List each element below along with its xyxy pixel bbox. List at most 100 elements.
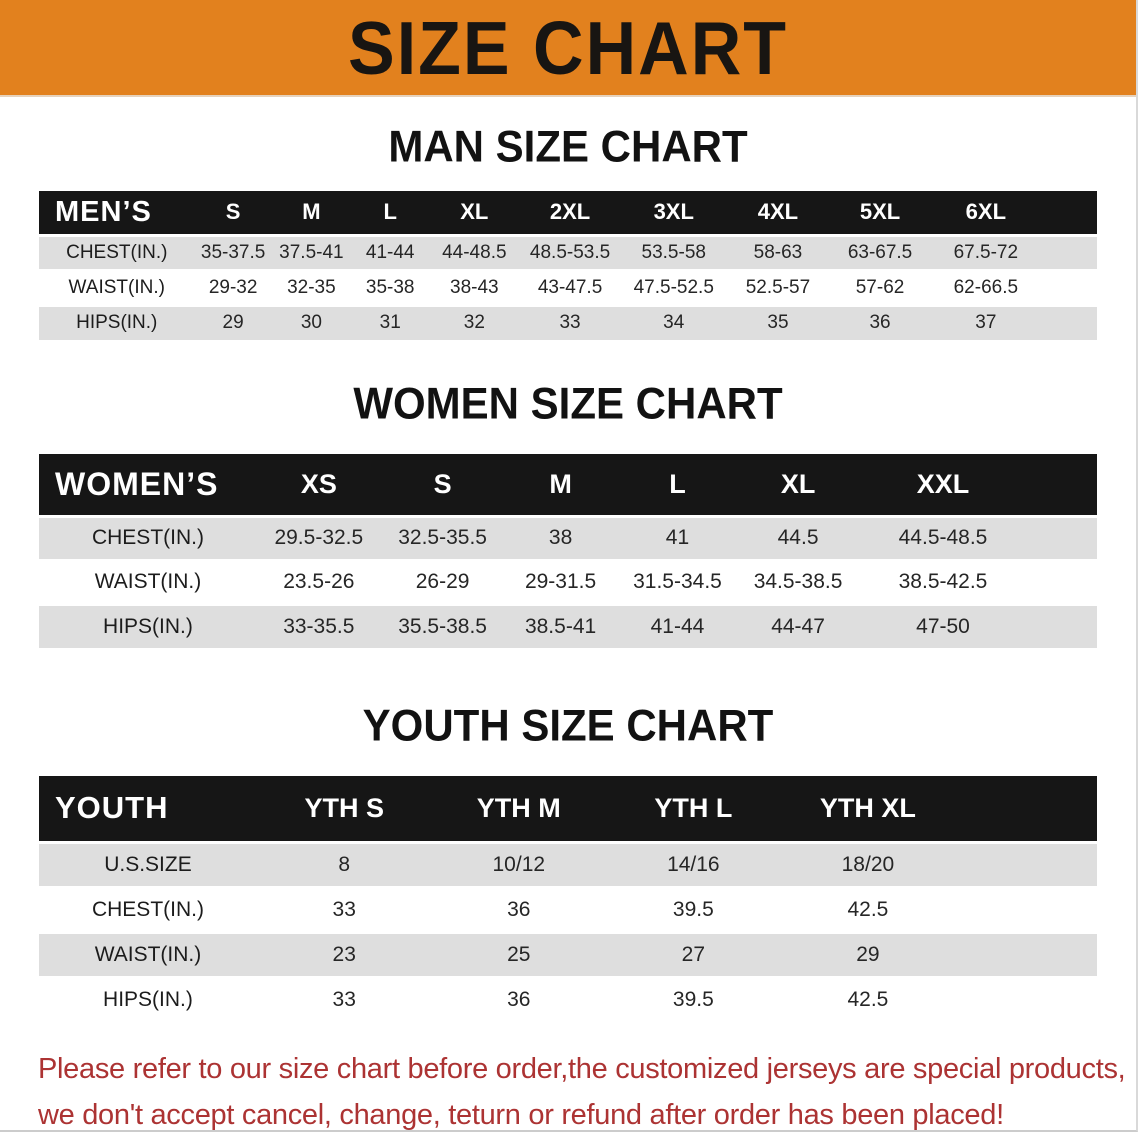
column-header: XXL [916,468,970,499]
table-row: U.S.SIZE 8 10/12 14/16 18/20 [39,840,1097,887]
size-cell: 30 [271,303,352,340]
size-cell: 33 [256,885,432,932]
size-cell: 63-67.5 [829,233,931,270]
size-cell: 53.5-58 [620,233,727,270]
size-cell: 44.5 [738,514,858,560]
womens-corner-label: WOMEN’S [55,465,219,502]
column-header: M [302,199,321,225]
youth-corner-label: YOUTH [55,790,169,826]
filler-cell [1028,602,1097,648]
size-cell: 8 [256,840,432,887]
size-cell: 32-35 [271,268,352,305]
filler-cell [955,975,1097,1022]
row-label: CHEST(IN.) [39,885,257,932]
filler-cell [1040,233,1097,270]
size-cell: 14/16 [606,840,781,887]
column-header: YTH M [476,792,561,823]
size-cell: 41 [616,514,739,560]
column-header: YTH L [654,792,733,823]
size-cell: 38 [504,514,617,560]
column-header: M [549,468,572,499]
mens-section: MAN SIZE CHART MEN’S S M L XL 2XL 3XL 4X… [0,121,1136,340]
row-label: CHEST(IN.) [39,233,195,270]
size-cell: 36 [431,885,607,932]
mens-section-heading: MAN SIZE CHART [388,121,748,172]
table-row: CHEST(IN.) 35-37.5 37.5-41 41-44 44-48.5… [39,233,1097,270]
column-header: S [225,199,241,225]
mens-header-row: MEN’S S M L XL 2XL 3XL 4XL 5XL 6XL [39,191,1097,235]
size-cell: 48.5-53.5 [519,233,621,270]
size-cell: 44.5-48.5 [857,514,1029,560]
column-header: XS [300,468,337,499]
size-cell: 29.5-32.5 [256,514,381,560]
column-header: 3XL [653,199,694,225]
size-cell: 38-43 [429,268,520,305]
size-cell: 43-47.5 [519,268,621,305]
youth-section-heading: YOUTH SIZE CHART [362,700,774,751]
column-header: 5XL [859,199,901,225]
filler-cell [955,930,1097,977]
row-label: WAIST(IN.) [39,268,195,305]
column-header: L [669,468,686,499]
size-cell: 47-50 [857,602,1029,648]
note-line-1: Please refer to our size chart before or… [38,1053,1126,1085]
size-cell: 18/20 [780,840,956,887]
size-cell: 32.5-35.5 [380,514,505,560]
mens-corner-label: MEN’S [55,195,152,228]
table-row: CHEST(IN.) 33 36 39.5 42.5 [39,885,1097,932]
size-cell: 33 [256,975,432,1022]
size-cell: 33-35.5 [256,602,381,648]
banner: SIZE CHART [0,0,1136,97]
size-cell: 29-32 [194,268,272,305]
size-cell: 31 [351,303,430,340]
womens-section-heading: WOMEN SIZE CHART [353,378,783,429]
row-label: WAIST(IN.) [39,558,257,604]
footer-note: Please refer to our size chart before or… [38,1046,1136,1131]
filler-cell [1041,191,1097,235]
row-label: HIPS(IN.) [39,975,257,1022]
size-cell: 36 [829,303,931,340]
filler-cell [1040,268,1097,305]
table-row: WAIST(IN.) 23 25 27 29 [39,930,1097,977]
size-cell: 37.5-41 [271,233,352,270]
size-cell: 33 [519,303,621,340]
youth-header-row: YOUTH YTH S YTH M YTH L YTH XL [39,776,1097,842]
table-row: HIPS(IN.) 29 30 31 32 33 34 35 36 37 [39,303,1097,340]
row-label: HIPS(IN.) [39,303,195,340]
note-line-2: we don't accept cancel, change, teturn o… [38,1099,1004,1131]
size-cell: 37 [930,303,1041,340]
womens-header-row: WOMEN’S XS S M L XL XXL [39,454,1097,516]
size-cell: 42.5 [780,975,956,1022]
banner-title: SIZE CHART [348,5,788,90]
size-cell: 35-37.5 [194,233,272,270]
size-cell: 35.5-38.5 [380,602,505,648]
filler-cell [955,840,1097,887]
size-cell: 35-38 [351,268,430,305]
column-header: 6XL [965,199,1007,225]
size-cell: 58-63 [726,233,830,270]
size-cell: 62-66.5 [930,268,1041,305]
size-cell: 29 [194,303,272,340]
size-cell: 57-62 [829,268,931,305]
size-cell: 35 [726,303,830,340]
mens-size-table: MEN’S S M L XL 2XL 3XL 4XL 5XL 6XL CHEST… [39,191,1097,340]
size-cell: 23 [256,930,432,977]
size-cell: 52.5-57 [726,268,830,305]
filler-cell [955,885,1097,932]
size-cell: 25 [431,930,607,977]
size-cell: 44-48.5 [429,233,520,270]
size-cell: 38.5-42.5 [857,558,1029,604]
column-header: XL [780,468,816,499]
row-label: CHEST(IN.) [39,514,257,560]
size-cell: 47.5-52.5 [620,268,727,305]
size-cell: 39.5 [606,975,781,1022]
table-row: WAIST(IN.) 23.5-26 26-29 29-31.5 31.5-34… [39,558,1097,604]
filler-cell [955,776,1097,842]
column-header: 4XL [757,199,799,225]
filler-cell [1040,303,1097,340]
table-row: CHEST(IN.) 29.5-32.5 32.5-35.5 38 41 44.… [39,514,1097,560]
size-cell: 42.5 [780,885,956,932]
column-header: S [433,468,452,499]
size-cell: 23.5-26 [256,558,381,604]
